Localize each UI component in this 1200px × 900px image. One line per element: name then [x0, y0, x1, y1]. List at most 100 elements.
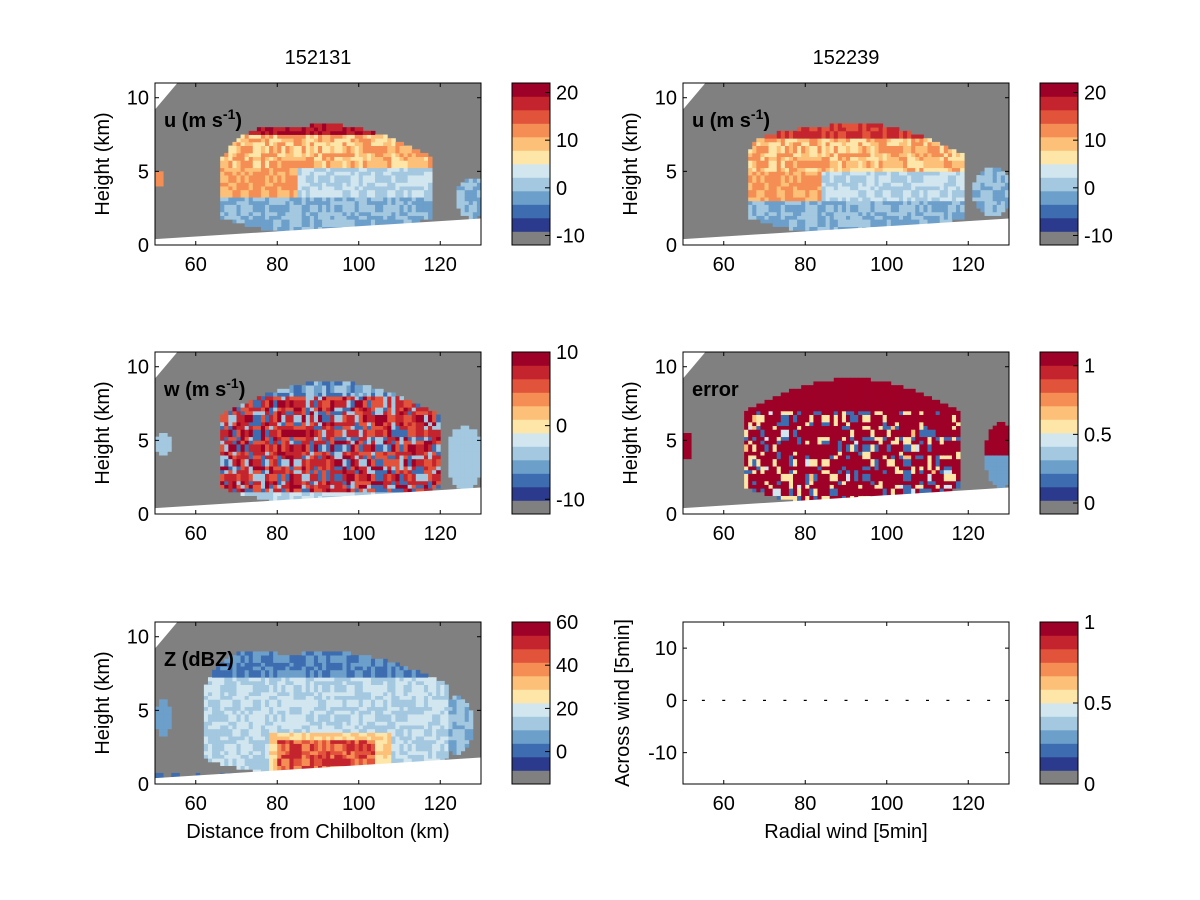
heat-cell — [801, 219, 806, 224]
heat-cell — [334, 480, 339, 485]
heat-cell — [236, 469, 241, 474]
heat-cell — [379, 455, 384, 460]
heat-cell — [285, 484, 290, 489]
heat-cell — [334, 156, 339, 161]
heat-cell — [407, 418, 413, 423]
heat-cell — [326, 385, 331, 390]
heat-cell — [939, 175, 945, 180]
heat-cell — [428, 189, 433, 194]
heat-cell — [375, 399, 380, 404]
heat-cell — [269, 429, 274, 434]
heat-cell — [960, 152, 965, 158]
heat-cell — [370, 193, 376, 198]
heat-cell — [956, 197, 961, 202]
heat-cell — [821, 219, 827, 224]
heat-cell — [248, 440, 254, 445]
heat-cell — [265, 440, 270, 445]
heat-cell — [387, 433, 392, 438]
heat-cell — [760, 436, 765, 441]
heat-cell — [346, 473, 351, 478]
heat-cell — [813, 226, 818, 231]
heat-cell — [460, 455, 466, 460]
heat-cell — [882, 156, 888, 161]
heat-cell — [297, 414, 303, 419]
heat-cell — [252, 407, 258, 412]
heat-cell — [281, 134, 286, 139]
heat-cell — [415, 462, 421, 467]
heat-cell — [858, 164, 863, 169]
heat-cell — [313, 451, 319, 456]
heat-cell — [862, 149, 867, 154]
heat-cell — [825, 130, 831, 135]
heat-cell — [464, 425, 470, 430]
heat-cell — [159, 436, 164, 441]
heat-cell — [366, 175, 372, 180]
heat-cell — [923, 182, 928, 187]
heat-cell — [375, 156, 380, 161]
heat-cell — [285, 178, 290, 183]
heat-cell — [277, 156, 282, 161]
heat-cell — [375, 396, 380, 401]
heat-cell — [366, 433, 372, 438]
heat-cell — [232, 469, 237, 474]
heat-cell — [354, 414, 360, 419]
heat-cell — [305, 149, 311, 154]
heat-cell — [313, 138, 319, 143]
heat-cell — [252, 149, 258, 154]
heat-cell — [375, 193, 380, 198]
heat-cell — [436, 447, 441, 452]
heat-cell — [269, 222, 274, 227]
heat-cell — [248, 469, 254, 474]
heat-cell — [764, 455, 769, 460]
heat-cell — [391, 429, 396, 434]
heat-cell — [252, 208, 258, 213]
heat-cell — [415, 215, 421, 220]
heat-cell — [943, 156, 949, 161]
heat-cell — [821, 175, 827, 180]
heat-cell — [919, 189, 924, 194]
heat-cell — [277, 204, 282, 209]
heat-cell — [448, 466, 453, 471]
heat-cell — [460, 208, 466, 213]
heat-cell — [273, 152, 278, 158]
heat-cell — [358, 418, 364, 423]
heat-cell — [265, 458, 270, 463]
heat-cell — [269, 466, 274, 471]
x-tick-label: 100 — [870, 254, 903, 276]
heat-cell — [220, 466, 225, 471]
heat-cell — [793, 130, 798, 135]
heat-cell — [289, 219, 294, 224]
heat-cell — [898, 186, 904, 191]
heat-cell — [244, 455, 250, 460]
heat-cell — [354, 433, 360, 438]
heat-cell — [334, 178, 339, 183]
heat-cell — [423, 455, 429, 460]
heat-cell — [907, 152, 912, 158]
title-left: 152131 — [285, 47, 352, 69]
heat-cell — [854, 156, 859, 161]
heat-cell — [224, 160, 229, 165]
heat-cell — [228, 421, 233, 427]
heat-cell — [760, 219, 765, 224]
heat-cell — [801, 215, 806, 220]
heat-cell — [305, 421, 311, 427]
heat-cell — [476, 447, 482, 452]
heat-cell — [260, 171, 266, 176]
heat-cell — [846, 208, 851, 213]
heat-cell — [220, 193, 225, 198]
heat-cell — [366, 222, 372, 227]
heat-cell — [244, 178, 250, 183]
heat-cell — [301, 211, 307, 216]
heat-cell — [943, 186, 949, 191]
heat-cell — [293, 421, 299, 427]
heat-cell — [326, 167, 331, 172]
heat-cell — [411, 447, 417, 452]
heat-cell — [236, 425, 241, 430]
heat-cell — [301, 175, 307, 180]
heat-cell — [399, 425, 404, 430]
heat-cell — [817, 167, 822, 172]
heat-cell — [265, 164, 270, 169]
heat-cell — [911, 160, 916, 165]
heat-cell — [326, 138, 331, 143]
heat-cell — [403, 469, 409, 474]
